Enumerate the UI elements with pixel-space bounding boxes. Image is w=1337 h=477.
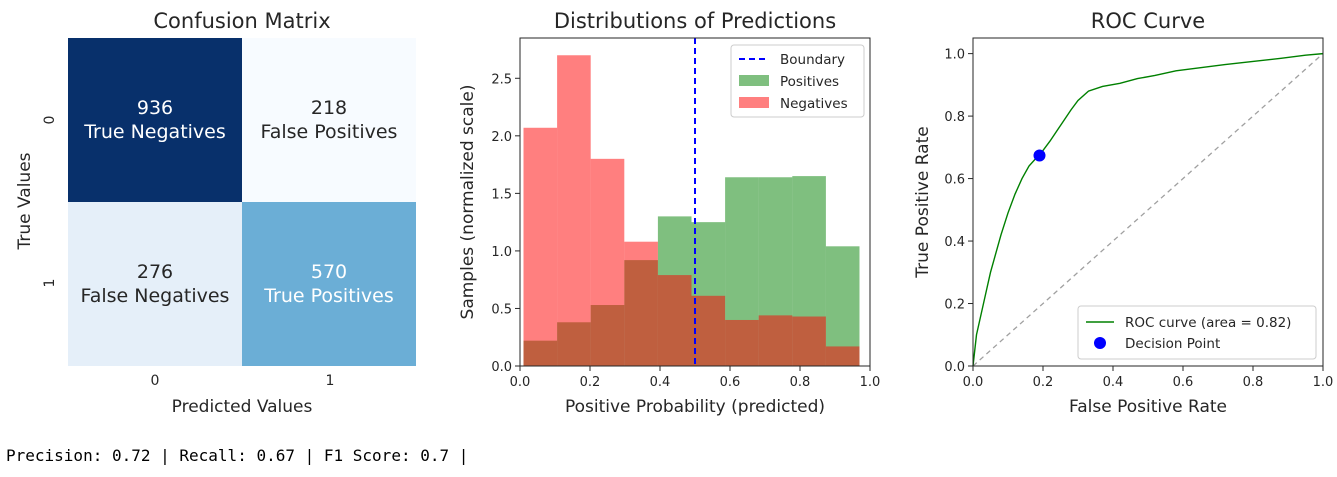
hist-xtick-label-4: 0.8 [790, 375, 811, 390]
cm-cell-label-0-1: False Positives [261, 121, 398, 143]
cm-cell-count-1-1: 570 [311, 261, 347, 283]
bar-negatives-5 [691, 295, 726, 366]
hist-xtick-label-0: 0.0 [510, 375, 531, 390]
histogram-frame [519, 37, 871, 367]
hist-xtick-label-2: 0.4 [650, 375, 671, 390]
roc-frame [972, 37, 1324, 367]
hist-ytick-label-1: 0.5 [491, 302, 512, 317]
histogram-bars [523, 55, 860, 367]
hist-ytick-label-2: 1.0 [491, 245, 512, 260]
legend-negatives-label: Negatives [780, 96, 848, 112]
histogram-yticks: 0.0 0.5 1.0 1.5 2.0 2.5 [491, 72, 520, 375]
histogram-xticks: 0.0 0.2 0.4 0.6 0.8 1.0 [510, 366, 881, 390]
decision-point-marker [1033, 149, 1046, 162]
legend-roc-label: ROC curve (area = 0.82) [1125, 315, 1291, 331]
bar-negatives-4 [657, 275, 692, 366]
hist-ytick-label-3: 1.5 [491, 187, 512, 202]
distribution-panel: Distributions of Predictions 0.0 0.2 0.4 0.… [458, 9, 880, 417]
roc-ytick-label-2: 0.4 [944, 235, 965, 250]
cm-ylabel: True Values [15, 152, 35, 250]
hist-xtick-label-1: 0.2 [580, 375, 601, 390]
legend-decision-point-label: Decision Point [1125, 336, 1220, 352]
cm-cell-0-0 [68, 38, 242, 202]
legend-boundary-label: Boundary [780, 52, 845, 68]
cm-cell-label-0-0: True Negatives [83, 121, 226, 143]
cm-cell-count-1-0: 276 [137, 261, 173, 283]
hist-ytick-label-0: 0.0 [491, 360, 512, 375]
legend-positives-swatch [739, 75, 769, 86]
bar-negatives-7 [758, 315, 793, 366]
roc-ytick-label-5: 1.0 [944, 48, 965, 63]
roc-yticks: 0.0 0.2 0.4 0.6 0.8 1.0 [944, 48, 973, 375]
roc-legend-box [1077, 305, 1317, 360]
roc-ytick-label-0: 0.0 [944, 360, 965, 375]
hist-ytick-label-4: 2.0 [491, 130, 512, 145]
bar-negatives-6 [725, 319, 759, 366]
cm-xlabel: Predicted Values [172, 397, 313, 417]
legend-decision-point-marker [1094, 337, 1106, 349]
cm-cell-label-1-0: False Negatives [81, 285, 230, 307]
roc-curve-line [972, 52, 1324, 367]
roc-diagonal-line [972, 53, 1324, 367]
bar-negatives-3 [624, 241, 658, 366]
roc-xtick-label-1: 0.2 [1033, 375, 1054, 390]
hist-xtick-label-5: 1.0 [860, 375, 881, 390]
legend-positives-label: Positives [780, 74, 839, 90]
distribution-ylabel: Samples (normalized scale) [458, 85, 478, 320]
bar-negatives-1 [557, 55, 591, 367]
hist-xtick-label-3: 0.6 [720, 375, 741, 390]
hist-ytick-label-5: 2.5 [491, 72, 512, 87]
roc-title: ROC Curve [1091, 9, 1205, 33]
roc-xlabel: False Positive Rate [1069, 397, 1227, 417]
roc-xtick-label-2: 0.4 [1103, 375, 1124, 390]
roc-ylabel: True Positive Rate [913, 126, 933, 278]
distribution-title: Distributions of Predictions [554, 9, 836, 33]
roc-legend: ROC curve (area = 0.82) Decision Point [1077, 305, 1317, 360]
roc-xtick-label-4: 0.8 [1243, 375, 1264, 390]
roc-ytick-label-3: 0.6 [944, 173, 965, 188]
cm-cell-count-0-0: 936 [137, 97, 173, 119]
legend-negatives-swatch [739, 97, 769, 108]
roc-panel: ROC Curve 0.0 0.2 0.4 0.6 0.8 1.0 0.00.20.40.… [913, 9, 1333, 417]
cm-ytick-1: 1 [42, 279, 58, 288]
bar-negatives-8 [792, 316, 826, 366]
roc-xtick-label-0: 0.0 [963, 375, 984, 390]
cm-xtick-0: 0 [151, 373, 160, 389]
roc-xticks: 0.0 0.2 0.4 0.6 0.8 1.0 [963, 366, 1334, 390]
cm-cell-count-0-1: 218 [311, 97, 347, 119]
bar-positives-9 [825, 246, 860, 366]
cm-cell-label-1-1: True Positives [263, 285, 394, 307]
cm-cell-1-0 [68, 202, 242, 366]
roc-ytick-label-4: 0.8 [944, 110, 965, 125]
distribution-legend: Boundary Positives Negatives [730, 44, 865, 118]
roc-xtick-label-5: 1.0 [1313, 375, 1334, 390]
cm-ytick-0: 0 [42, 116, 58, 125]
confusion-matrix-title: Confusion Matrix [153, 9, 330, 33]
bar-negatives-9 [825, 346, 860, 366]
cm-xtick-1: 1 [326, 373, 335, 389]
roc-xtick-label-3: 0.6 [1173, 375, 1194, 390]
bar-negatives-0 [523, 127, 558, 366]
distribution-xlabel: Positive Probability (predicted) [565, 397, 825, 417]
cm-cell-0-1 [242, 38, 416, 202]
cm-cell-1-1 [242, 202, 416, 366]
roc-ytick-label-1: 0.2 [944, 298, 965, 313]
bar-negatives-2 [590, 158, 625, 366]
metrics-summary: Precision: 0.72 | Recall: 0.67 | F1 Scor… [6, 446, 469, 465]
